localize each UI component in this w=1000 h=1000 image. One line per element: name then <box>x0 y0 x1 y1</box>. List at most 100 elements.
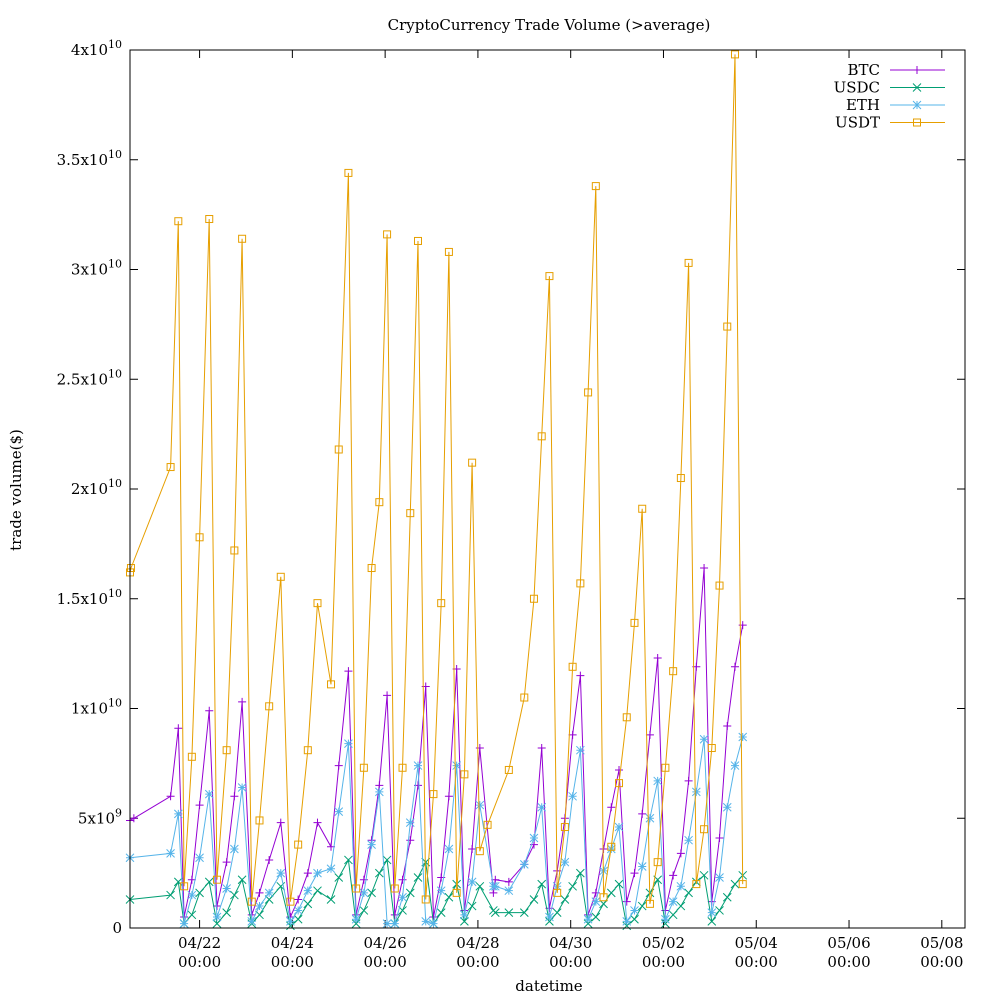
data-point-marker <box>222 858 231 867</box>
data-point-marker <box>359 763 368 772</box>
data-point-marker <box>520 693 529 702</box>
data-point-marker <box>255 901 264 911</box>
data-point-marker <box>583 919 593 928</box>
data-point-marker <box>406 836 415 845</box>
data-point-marker <box>187 875 196 884</box>
data-point-marker <box>222 746 231 755</box>
data-point-marker <box>475 881 485 891</box>
data-point-marker <box>614 879 624 889</box>
data-point-marker <box>222 908 231 917</box>
data-point-marker <box>607 803 616 812</box>
data-point-marker <box>334 761 343 770</box>
data-point-marker <box>645 813 655 823</box>
data-point-marker <box>276 868 286 878</box>
data-point-marker <box>383 691 392 700</box>
data-point-marker <box>326 895 336 904</box>
data-point-marker <box>560 823 569 832</box>
y-tick-label: 3.5x1010 <box>57 148 122 169</box>
data-point-marker <box>707 744 716 753</box>
data-point-marker <box>126 564 135 573</box>
data-point-marker <box>545 917 554 926</box>
data-point-marker <box>313 818 322 827</box>
data-point-marker <box>313 886 322 896</box>
data-point-marker <box>303 746 312 755</box>
y-tick-label: 2.5x1010 <box>57 367 122 388</box>
legend-label: USDC <box>834 79 880 97</box>
data-point-marker <box>374 787 384 797</box>
data-point-marker <box>591 182 600 191</box>
data-point-marker <box>212 912 222 922</box>
data-point-marker <box>205 215 214 224</box>
data-point-marker <box>429 919 438 928</box>
data-point-marker <box>630 618 639 627</box>
data-point-marker <box>591 912 601 922</box>
data-point-marker <box>475 800 485 810</box>
x-tick-time-label: 00:00 <box>364 953 407 971</box>
data-point-marker <box>552 908 562 917</box>
data-point-marker <box>460 917 469 926</box>
data-point-marker <box>230 844 239 854</box>
data-point-marker <box>344 855 353 865</box>
data-point-marker <box>661 763 670 772</box>
data-point-marker <box>247 917 257 926</box>
data-point-marker <box>374 868 384 878</box>
data-point-marker <box>383 230 392 239</box>
data-point-marker <box>537 432 546 441</box>
data-point-marker <box>351 919 361 928</box>
data-point-marker <box>637 901 647 911</box>
data-point-marker <box>326 864 336 874</box>
data-point-marker <box>730 50 739 59</box>
data-point-marker <box>630 869 639 878</box>
data-point-marker <box>519 908 529 917</box>
data-point-marker <box>265 855 274 864</box>
data-point-marker <box>286 897 295 906</box>
data-point-marker <box>247 897 256 906</box>
data-point-marker <box>334 873 344 882</box>
data-point-marker <box>265 702 274 711</box>
data-point-marker <box>437 599 446 608</box>
data-point-marker <box>195 888 204 898</box>
data-point-marker <box>195 853 204 863</box>
data-point-marker <box>174 724 183 733</box>
data-point-marker <box>684 888 693 898</box>
data-point-marker <box>576 579 585 588</box>
data-point-marker <box>334 807 344 817</box>
data-point-marker <box>405 888 415 898</box>
data-point-marker <box>294 895 303 904</box>
data-point-marker <box>436 908 446 917</box>
data-point-marker <box>715 906 724 915</box>
data-point-marker <box>204 789 214 799</box>
data-point-marker <box>700 825 709 834</box>
data-point-marker <box>204 877 214 887</box>
data-point-marker <box>504 908 514 917</box>
data-point-marker <box>591 897 601 907</box>
data-point-marker <box>238 697 247 706</box>
data-point-marker <box>467 901 477 911</box>
x-tick-date-label: 04/22 <box>178 934 221 952</box>
data-point-marker <box>237 783 247 792</box>
data-point-marker <box>707 917 717 926</box>
data-point-marker <box>691 787 701 797</box>
data-point-marker <box>529 833 539 843</box>
y-tick-label: 4x1010 <box>71 38 122 59</box>
y-axis-label: trade volume($) <box>7 429 25 551</box>
y-tick-label: 5x109 <box>78 806 122 827</box>
data-point-marker <box>421 895 430 904</box>
data-point-marker <box>327 680 336 689</box>
data-point-marker <box>576 868 585 878</box>
x-tick-date-label: 04/26 <box>364 934 407 952</box>
x-axis-label: datetime <box>515 977 582 995</box>
data-point-marker <box>173 809 183 819</box>
data-point-marker <box>367 888 376 898</box>
data-point-marker <box>195 801 204 810</box>
data-point-marker <box>568 791 577 801</box>
x-tick-time-label: 00:00 <box>456 953 499 971</box>
data-point-marker <box>537 879 547 889</box>
x-tick-date-label: 04/30 <box>549 934 592 952</box>
data-point-marker <box>390 919 400 928</box>
data-point-marker <box>460 910 469 920</box>
data-point-marker <box>264 888 274 898</box>
data-point-marker <box>568 730 577 739</box>
